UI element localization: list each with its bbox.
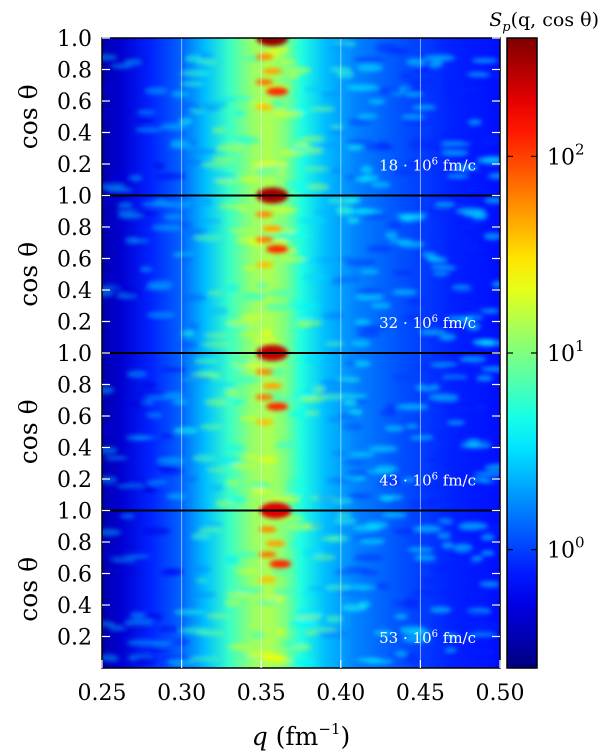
panel-time-label: 32 · 106 fm/c — [379, 314, 476, 332]
panel-texture — [102, 196, 500, 348]
colorbar-tick-label: 101 — [547, 337, 585, 367]
y-axis-title: cos θ — [14, 399, 43, 464]
y-tick-label: 0.6 — [57, 248, 92, 273]
y-tick-label: 0.2 — [57, 468, 92, 493]
y-tick-label: 0.2 — [57, 626, 92, 651]
y-axis-title: cos θ — [14, 557, 43, 622]
y-tick-label: 1.0 — [57, 27, 92, 52]
y-tick-label: 0.6 — [57, 563, 92, 588]
panel-texture — [102, 512, 500, 667]
x-tick-label: 0.45 — [396, 681, 445, 706]
panel-time-label: 18 · 106 fm/c — [379, 157, 476, 175]
x-axis-title: q (fm−1) — [252, 720, 351, 751]
heatmap-panel-2 — [102, 187, 500, 353]
y-tick-label: 0.6 — [57, 90, 92, 115]
colorbar-tick-label: 100 — [547, 534, 585, 564]
y-tick-label: 1.0 — [57, 342, 92, 367]
labels: 0.25 0.30 0.35 0.40 0.45 0.50 0.2 0.4 0.6 0.8 1.0 c… — [14, 27, 524, 751]
y-tick-label: 0.2 — [57, 311, 92, 336]
y-tick-label: 1.0 — [57, 185, 92, 210]
panel-texture — [102, 355, 500, 508]
y-tick-label: 0.4 — [57, 594, 92, 619]
colorbar: 100 101 102 Sp(q, cos θ) — [489, 9, 599, 669]
y-tick-label: 0.8 — [57, 216, 92, 241]
y-tick-label: 0.8 — [57, 59, 92, 84]
y-tick-label: 0.4 — [57, 279, 92, 304]
heatmap-panel-1 — [102, 38, 500, 196]
y-tick-label: 0.6 — [57, 405, 92, 430]
y-tick-label: 0.8 — [57, 531, 92, 556]
panel-time-label: 53 · 106 fm/c — [379, 629, 476, 647]
x-tick-label: 0.25 — [78, 681, 127, 706]
plot-area — [102, 38, 500, 668]
panel-hotspots — [255, 38, 289, 111]
y-tick-label: 0.4 — [57, 437, 92, 462]
x-tick-label: 0.35 — [237, 681, 286, 706]
axes — [101, 37, 501, 669]
y-tick-label: 0.8 — [57, 374, 92, 399]
y-tick-label: 0.4 — [57, 122, 92, 147]
colorbar-title: Sp(q, cos θ) — [489, 9, 599, 35]
x-tick-label: 0.50 — [476, 681, 525, 706]
x-tick-label: 0.30 — [157, 681, 206, 706]
y-axis-title: cos θ — [14, 84, 43, 149]
y-axis-title: cos θ — [14, 242, 43, 307]
y-tick-label: 1.0 — [57, 500, 92, 525]
y-tick-label: 0.2 — [57, 153, 92, 178]
heatmap-panel-4 — [102, 502, 500, 668]
colorbar-tick-label: 102 — [547, 140, 585, 170]
panel-time-label: 43 · 106 fm/c — [379, 472, 476, 490]
x-tick-label: 0.40 — [316, 681, 365, 706]
